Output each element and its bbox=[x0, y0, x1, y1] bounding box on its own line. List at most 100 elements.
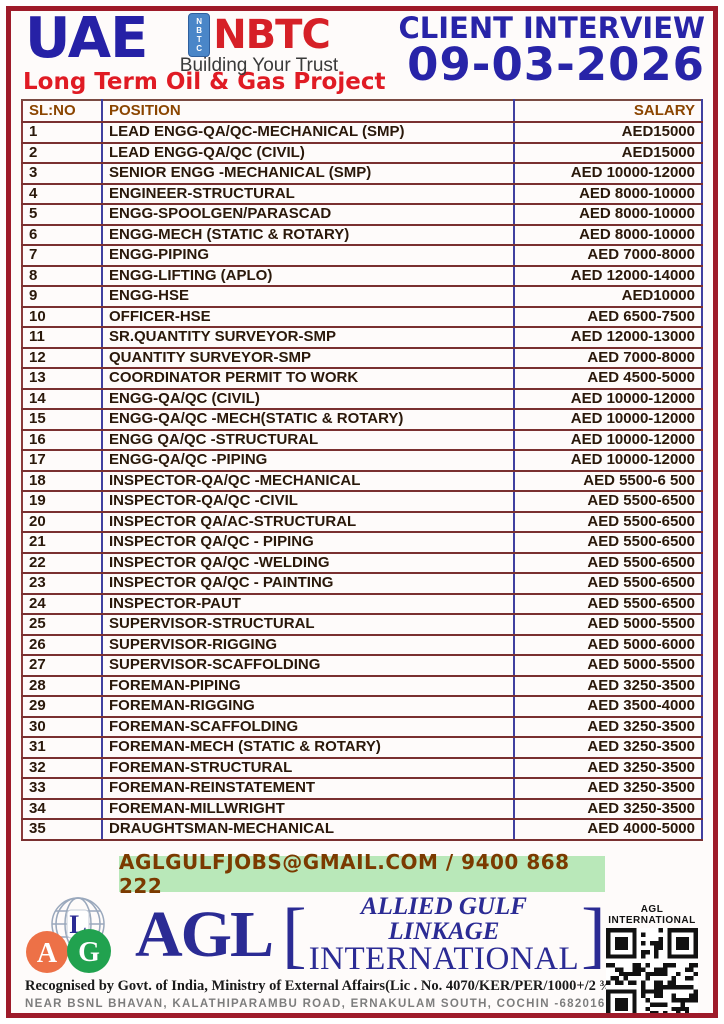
cell-slno: 4 bbox=[22, 183, 102, 205]
table-row: 23 INSPECTOR QA/QC - PAINTING AED 5500-6… bbox=[22, 573, 702, 595]
cell-position: ENGINEER-STRUCTURAL bbox=[101, 183, 514, 205]
cell-position: ENGG-QA/QC -PIPING bbox=[101, 450, 514, 472]
cell-position: INSPECTOR QA/AC-STRUCTURAL bbox=[101, 511, 514, 533]
cell-position: FOREMAN-SCAFFOLDING bbox=[101, 716, 514, 738]
cell-salary: AED 3250-3500 bbox=[513, 737, 702, 759]
cell-position: FOREMAN-MECH (STATIC & ROTARY) bbox=[101, 737, 514, 759]
cell-salary: AED 3250-3500 bbox=[513, 757, 702, 779]
cell-position: OFFICER-HSE bbox=[101, 306, 514, 328]
nbtc-name: NBTC bbox=[213, 12, 331, 58]
table-row: 13 COORDINATOR PERMIT TO WORK AED 4500-5… bbox=[22, 368, 702, 390]
cell-salary: AED 5500-6 500 bbox=[513, 470, 702, 492]
qr-block: AGL INTERNATIONAL WHATSAPP CHANNEL bbox=[599, 896, 705, 1013]
cell-salary: AED 5000-5500 bbox=[513, 614, 702, 636]
cell-position: ENGG-LIFTING (APLO) bbox=[101, 265, 514, 287]
cell-position: FOREMAN-REINSTATEMENT bbox=[101, 778, 514, 800]
table-row: 24 INSPECTOR-PAUT AED 5500-6500 bbox=[22, 593, 702, 615]
cell-slno: 7 bbox=[22, 245, 102, 267]
cell-slno: 18 bbox=[22, 470, 102, 492]
cell-salary: AED10000 bbox=[513, 286, 702, 308]
cell-slno: 31 bbox=[22, 737, 102, 759]
table-row: 14 ENGG-QA/QC (CIVIL) AED 10000-12000 bbox=[22, 388, 702, 410]
table-row: 31 FOREMAN-MECH (STATIC & ROTARY) AED 32… bbox=[22, 737, 702, 759]
cell-salary: AED 12000-13000 bbox=[513, 327, 702, 349]
cell-slno: 6 bbox=[22, 224, 102, 246]
cell-salary: AED 10000-12000 bbox=[513, 409, 702, 431]
cell-slno: 3 bbox=[22, 163, 102, 185]
cell-position: INSPECTOR QA/QC -WELDING bbox=[101, 552, 514, 574]
address-line: NEAR BSNL BHAVAN, KALATHIPARAMBU ROAD, E… bbox=[25, 997, 606, 1010]
cell-salary: AED 5000-5500 bbox=[513, 655, 702, 677]
cell-salary: AED 6500-7500 bbox=[513, 306, 702, 328]
table-row: 28 FOREMAN-PIPING AED 3250-3500 bbox=[22, 675, 702, 697]
cell-slno: 27 bbox=[22, 655, 102, 677]
table-row: 3 SENIOR ENGG -MECHANICAL (SMP) AED 1000… bbox=[22, 163, 702, 185]
cell-position: ENGG-SPOOLGEN/PARASCAD bbox=[101, 204, 514, 226]
recognition-line: Recognised by Govt. of India, Ministry o… bbox=[25, 977, 697, 994]
cell-slno: 30 bbox=[22, 716, 102, 738]
qr-top-label: AGL INTERNATIONAL bbox=[608, 903, 696, 926]
cell-salary: AED 5500-6500 bbox=[513, 511, 702, 533]
cell-slno: 8 bbox=[22, 265, 102, 287]
cell-slno: 10 bbox=[22, 306, 102, 328]
agency-section: L A G AGL [ ALLIED GULF LINKAGE INTERNAT… bbox=[25, 893, 705, 1013]
cell-slno: 24 bbox=[22, 593, 102, 615]
cell-salary: AED15000 bbox=[513, 142, 702, 164]
cell-position: SR.QUANTITY SURVEYOR-SMP bbox=[101, 327, 514, 349]
cell-slno: 35 bbox=[22, 819, 102, 841]
table-row: 25 SUPERVISOR-STRUCTURAL AED 5000-5500 bbox=[22, 614, 702, 636]
cell-salary: AED 4500-5000 bbox=[513, 368, 702, 390]
cell-salary: AED 3500-4000 bbox=[513, 696, 702, 718]
cell-slno: 14 bbox=[22, 388, 102, 410]
jobs-table: SL:NO POSITION SALARY 1 LEAD ENGG-QA/QC-… bbox=[21, 99, 703, 841]
cell-slno: 23 bbox=[22, 573, 102, 595]
cell-salary: AED15000 bbox=[513, 122, 702, 144]
table-row: 32 FOREMAN-STRUCTURAL AED 3250-3500 bbox=[22, 757, 702, 779]
agency-name-line1: ALLIED GULF LINKAGE bbox=[360, 893, 527, 945]
cell-slno: 29 bbox=[22, 696, 102, 718]
cell-position: ENGG-MECH (STATIC & ROTARY) bbox=[101, 224, 514, 246]
table-row: 5 ENGG-SPOOLGEN/PARASCAD AED 8000-10000 bbox=[22, 204, 702, 226]
agl-globe-logo-icon: L A G bbox=[25, 896, 131, 974]
table-row: 17 ENGG-QA/QC -PIPING AED 10000-12000 bbox=[22, 450, 702, 472]
table-header-row: SL:NO POSITION SALARY bbox=[22, 100, 702, 123]
cell-salary: AED 5500-6500 bbox=[513, 552, 702, 574]
bracket-open: [ bbox=[282, 893, 307, 976]
table-row: 6 ENGG-MECH (STATIC & ROTARY) AED 8000-1… bbox=[22, 224, 702, 246]
cell-salary: AED 3250-3500 bbox=[513, 716, 702, 738]
cell-slno: 32 bbox=[22, 757, 102, 779]
svg-text:G: G bbox=[78, 937, 100, 968]
cell-position: FOREMAN-MILLWRIGHT bbox=[101, 798, 514, 820]
cell-slno: 28 bbox=[22, 675, 102, 697]
agency-abbr: AGL bbox=[135, 897, 274, 971]
cell-position: SUPERVISOR-SCAFFOLDING bbox=[101, 655, 514, 677]
cell-position: INSPECTOR-PAUT bbox=[101, 593, 514, 615]
cell-slno: 2 bbox=[22, 142, 102, 164]
table-row: 21 INSPECTOR QA/QC - PIPING AED 5500-650… bbox=[22, 532, 702, 554]
country-title: UAE bbox=[25, 6, 148, 71]
cell-salary: AED 5000-6000 bbox=[513, 634, 702, 656]
cell-slno: 22 bbox=[22, 552, 102, 574]
table-row: 29 FOREMAN-RIGGING AED 3500-4000 bbox=[22, 696, 702, 718]
bracket-close: ] bbox=[581, 893, 606, 976]
cell-salary: AED 5500-6500 bbox=[513, 532, 702, 554]
table-row: 22 INSPECTOR QA/QC -WELDING AED 5500-650… bbox=[22, 552, 702, 574]
cell-salary: AED 3250-3500 bbox=[513, 798, 702, 820]
contact-bar: AGLGULFJOBS@GMAIL.COM / 9400 868 222 bbox=[119, 850, 605, 898]
cell-salary: AED 3250-3500 bbox=[513, 778, 702, 800]
interview-date: 09-03-2026 bbox=[407, 38, 705, 91]
project-title: Long Term Oil & Gas Project bbox=[23, 69, 386, 95]
cell-slno: 12 bbox=[22, 347, 102, 369]
cell-slno: 15 bbox=[22, 409, 102, 431]
table-body: 1 LEAD ENGG-QA/QC-MECHANICAL (SMP) AED15… bbox=[22, 122, 702, 841]
cell-salary: AED 10000-12000 bbox=[513, 388, 702, 410]
cell-salary: AED 3250-3500 bbox=[513, 675, 702, 697]
cell-slno: 25 bbox=[22, 614, 102, 636]
cell-slno: 20 bbox=[22, 511, 102, 533]
contact-line: AGLGULFJOBS@GMAIL.COM / 9400 868 222 bbox=[119, 849, 570, 898]
cell-slno: 9 bbox=[22, 286, 102, 308]
cell-slno: 17 bbox=[22, 450, 102, 472]
